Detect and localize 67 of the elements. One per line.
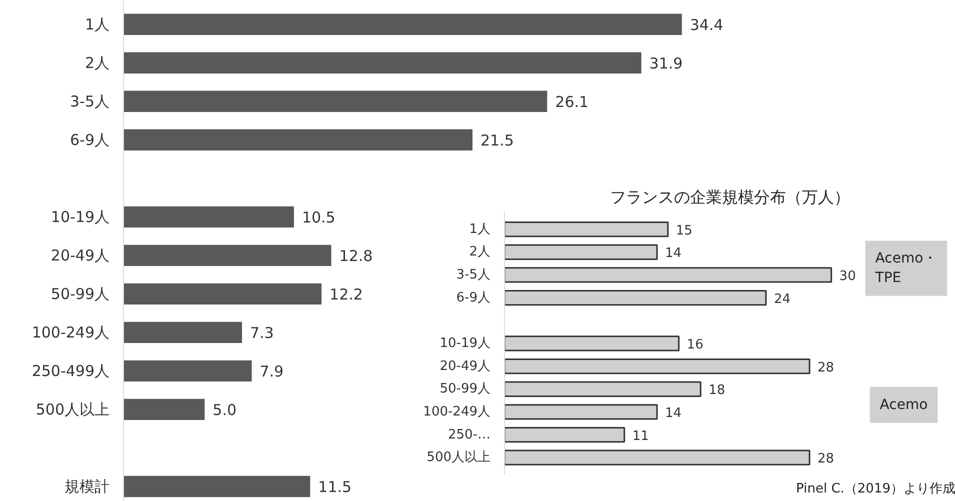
data-label: 12.8 (339, 246, 373, 265)
y-tick-label: 10-19人 (50, 208, 110, 226)
bar (124, 14, 682, 35)
y-tick-label: 3-5人 (456, 267, 490, 282)
bar (124, 322, 242, 344)
data-label: 5.0 (212, 400, 237, 419)
y-tick-label: 100-249人 (32, 323, 110, 342)
data-label: 7.9 (260, 362, 284, 380)
data-label: 28 (818, 452, 834, 467)
data-label: 31.9 (649, 54, 683, 72)
y-tick-label: 3-5人 (70, 92, 110, 110)
y-tick-label: 250-499人 (32, 362, 110, 380)
y-tick-label: 100-249人 (423, 404, 491, 420)
bar (504, 221, 669, 238)
data-label: 14 (665, 246, 682, 262)
data-label: 24 (774, 292, 790, 307)
data-label: 7.3 (250, 324, 274, 342)
bar (504, 244, 658, 260)
bar (124, 398, 205, 420)
data-label: 16 (686, 337, 704, 352)
bar (504, 426, 626, 443)
bar (124, 52, 642, 74)
y-tick-label: 1人 (469, 222, 491, 237)
y-tick-label: 6-9人 (456, 290, 490, 306)
y-tick-label: 50-99人 (50, 284, 110, 303)
y-tick-label: 2人 (469, 244, 491, 260)
y-tick-label: 20-49人 (440, 358, 491, 374)
bar (504, 381, 702, 397)
data-label: 14 (665, 406, 682, 421)
bar (124, 476, 310, 498)
bar (124, 206, 294, 228)
y-tick-label: 500人以上 (426, 450, 491, 466)
y-tick-label: 規模計 (64, 477, 110, 496)
data-label: 15 (676, 223, 692, 238)
bar (124, 129, 472, 150)
y-tick-label: 50-99人 (440, 382, 491, 397)
y-tick-label: 500人以上 (36, 400, 110, 418)
y-tick-label: 1人 (84, 15, 110, 34)
y-tick-label: 20-49人 (50, 246, 110, 264)
data-label: 26.1 (555, 92, 589, 111)
y-tick-label: 250-… (448, 427, 491, 442)
bar (124, 283, 322, 305)
data-label: 28 (818, 360, 834, 376)
data-label: 18 (708, 383, 726, 398)
data-label: 11.5 (318, 478, 352, 496)
data-label: 11 (632, 428, 649, 444)
chart-title: フランスの企業規模分布（万人） (610, 188, 850, 206)
bar (504, 336, 680, 352)
y-tick-label: 6-9人 (70, 130, 110, 149)
text: Pinel C.（2019）より作成 (796, 482, 955, 496)
bar (504, 450, 810, 466)
bar (124, 90, 548, 112)
bar (504, 404, 658, 420)
y-tick-label: 10-19人 (440, 336, 491, 351)
data-label: 12.2 (330, 285, 363, 304)
data-label: 21.5 (480, 131, 514, 150)
bar (504, 290, 767, 306)
text: Acemo・ TPE (874, 250, 938, 286)
data-label: 10.5 (302, 208, 336, 226)
data-label: 30 (839, 268, 856, 284)
bar (504, 267, 832, 283)
bar (124, 244, 332, 266)
y-tick-label: 2人 (84, 54, 110, 72)
bar (124, 360, 252, 382)
text: Acemo (880, 396, 928, 413)
data-label: 34.4 (690, 16, 724, 34)
bar (504, 358, 810, 374)
